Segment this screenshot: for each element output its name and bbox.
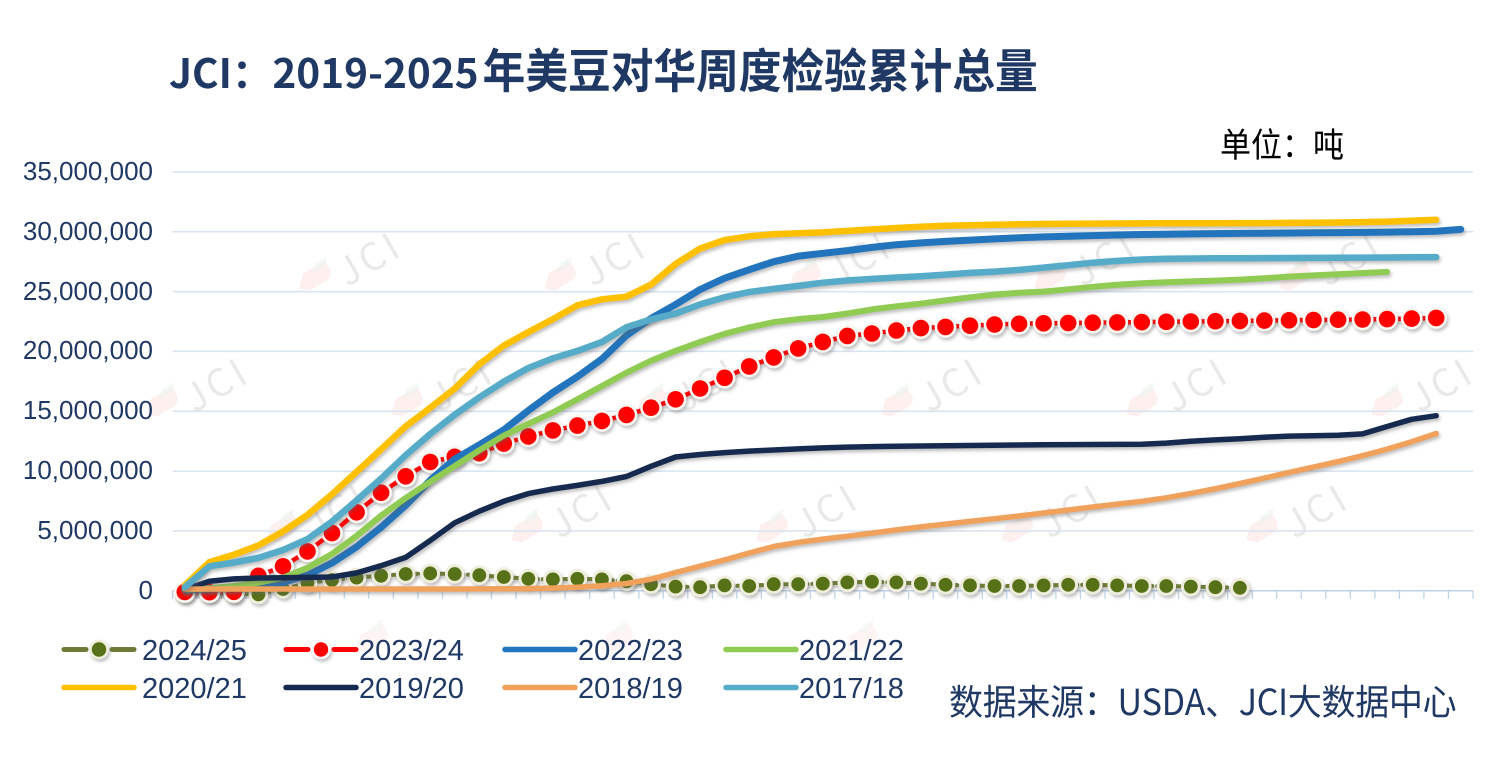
svg-text:25,000,000: 25,000,000 <box>23 276 153 306</box>
svg-text:2019/20: 2019/20 <box>359 673 464 705</box>
svg-text:5,000,000: 5,000,000 <box>37 515 153 545</box>
svg-text:15,000,000: 15,000,000 <box>23 395 153 425</box>
svg-text:30,000,000: 30,000,000 <box>23 216 153 246</box>
svg-text:10,000,000: 10,000,000 <box>23 455 153 485</box>
svg-text:35,000,000: 35,000,000 <box>23 156 153 186</box>
svg-text:2022/23: 2022/23 <box>578 635 683 667</box>
svg-text:20,000,000: 20,000,000 <box>23 335 153 365</box>
svg-text:0: 0 <box>139 575 153 605</box>
svg-text:2018/19: 2018/19 <box>578 673 683 705</box>
svg-text:2017/18: 2017/18 <box>799 673 904 705</box>
svg-text:2020/21: 2020/21 <box>142 673 247 705</box>
svg-text:2021/22: 2021/22 <box>799 635 904 667</box>
svg-text:2023/24: 2023/24 <box>359 635 464 667</box>
svg-text:2024/25: 2024/25 <box>142 635 247 667</box>
